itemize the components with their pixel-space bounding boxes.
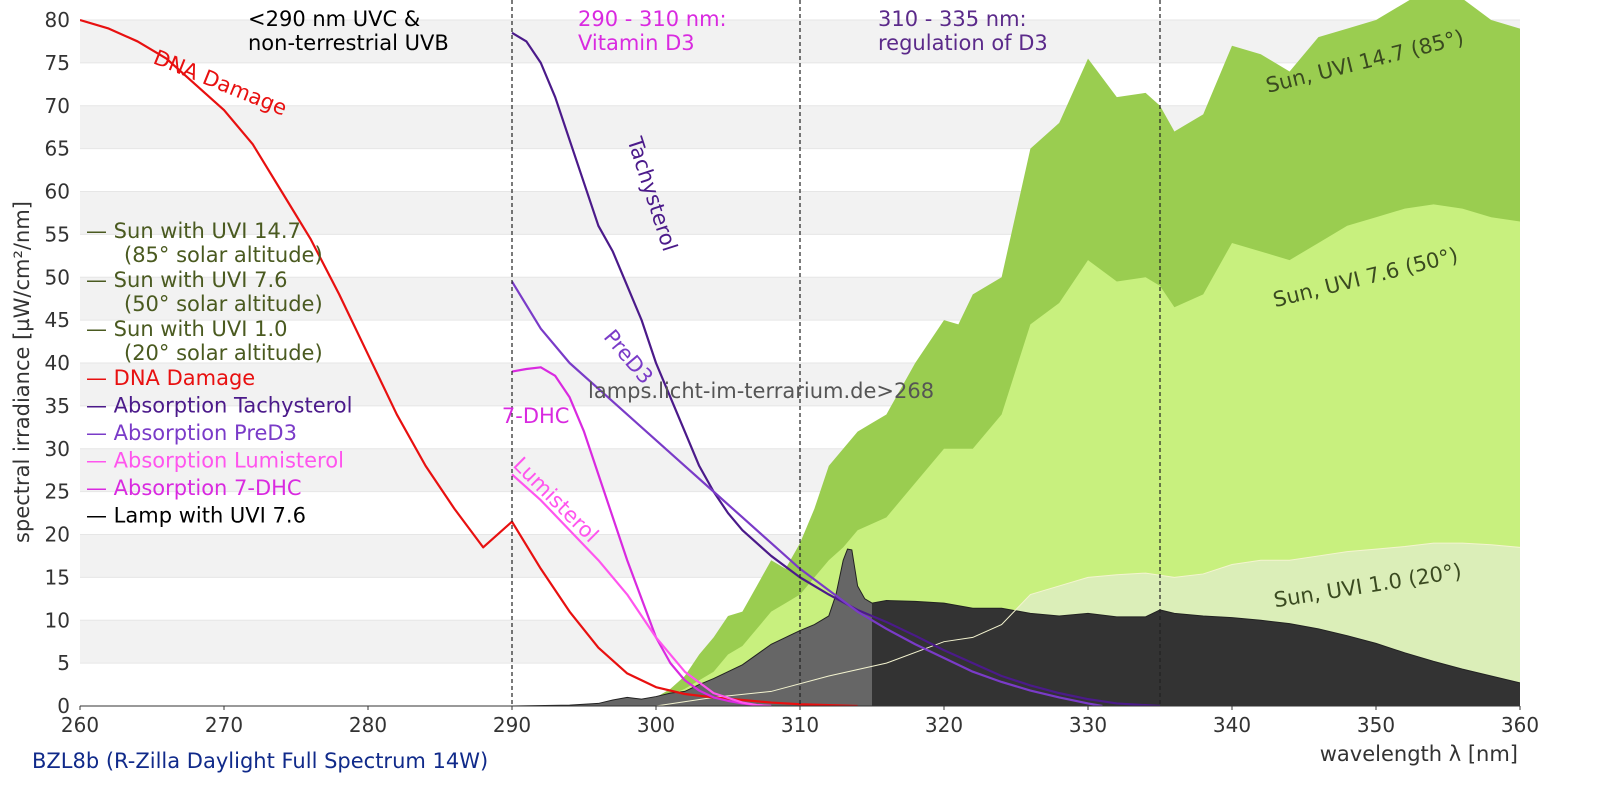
area-series: [511, 0, 1520, 706]
x-tick-label-260: 260: [61, 713, 99, 737]
y-tick-label-75: 75: [45, 51, 70, 75]
y-tick-label-5: 5: [57, 651, 70, 675]
absorption-pred3-line: [511, 280, 1103, 706]
legend-subitem-85-solar-altitude: (85° solar altitude): [124, 243, 323, 267]
y-tick-label-55: 55: [45, 222, 70, 246]
y-tick-label-15: 15: [45, 565, 70, 589]
chart-caption: BZL8b (R-Zilla Daylight Full Spectrum 14…: [32, 749, 488, 773]
y-tick-label-80: 80: [45, 8, 70, 32]
y-tick-label-50: 50: [45, 265, 70, 289]
legend-subitem-50-solar-altitude: (50° solar altitude): [124, 292, 323, 316]
lamp-with-uvi-7-6-area: [872, 600, 1520, 706]
x-tick-label-300: 300: [637, 713, 675, 737]
region-annotation-3-line-1: 310 - 335 nm:: [878, 7, 1027, 31]
x-tick-label-340: 340: [1213, 713, 1251, 737]
region-annotation-2-line-1: 290 - 310 nm:: [578, 7, 727, 31]
legend-item-sun-with-uvi-7-6: — Sun with UVI 7.6: [86, 268, 288, 292]
x-tick-label-290: 290: [493, 713, 531, 737]
region-annotation-1-line-1: <290 nm UVC &: [248, 7, 420, 31]
lamp-with-uvi-7-6-outline: [511, 548, 1520, 706]
grid-band: [80, 20, 1520, 63]
y-tick-label-30: 30: [45, 437, 70, 461]
x-tick-label-360: 360: [1501, 713, 1539, 737]
legend-item-sun-with-uvi-1-0: — Sun with UVI 1.0: [86, 317, 288, 341]
y-tick-label-20: 20: [45, 523, 70, 547]
region-annotation-3-line-2: regulation of D3: [878, 31, 1048, 55]
legend: — Sun with UVI 14.7(85° solar altitude)—…: [86, 219, 352, 528]
x-tick-label-330: 330: [1069, 713, 1107, 737]
x-tick-labels: 260 270 280 290 300 310 320 330 340 350 360: [61, 706, 1539, 737]
absorption-tachysterol-line: [511, 31, 1161, 706]
legend-item-absorption-7-dhc: — Absorption 7-DHC: [86, 476, 302, 500]
region-divider-lines: [511, 0, 1161, 706]
y-tick-label-60: 60: [45, 180, 70, 204]
y-tick-label-45: 45: [45, 308, 70, 332]
legend-item-sun-with-uvi-14-7: — Sun with UVI 14.7: [86, 219, 301, 243]
x-axis-label: wavelength λ [nm]: [1320, 742, 1518, 766]
absorption-7-dhc-line: [511, 366, 772, 706]
legend-subitem-20-solar-altitude: (20° solar altitude): [124, 341, 323, 365]
x-tick-label-320: 320: [925, 713, 963, 737]
y-tick-label-70: 70: [45, 94, 70, 118]
y-tick-label-35: 35: [45, 394, 70, 418]
line-series: [80, 18, 1161, 706]
x-tick-label-310: 310: [781, 713, 819, 737]
x-tick-label-350: 350: [1357, 713, 1395, 737]
lamp-with-uvi-7-6-area-uvb: [512, 549, 872, 706]
legend-item-absorption-pred3: — Absorption PreD3: [86, 421, 297, 445]
region-annotation-1-line-2: non-terrestrial UVB: [248, 31, 449, 55]
y-axis-label: spectral irradiance [µW/cm²/nm]: [10, 201, 34, 543]
legend-item-lamp-with-uvi-7-6: — Lamp with UVI 7.6: [86, 504, 306, 528]
y-tick-label-25: 25: [45, 480, 70, 504]
y-tick-label-0: 0: [57, 694, 70, 718]
x-tick-label-280: 280: [349, 713, 387, 737]
curve-label-7-dhc: 7-DHC: [502, 404, 570, 428]
legend-item-absorption-lumisterol: — Absorption Lumisterol: [86, 449, 344, 473]
y-tick-label-40: 40: [45, 351, 70, 375]
legend-item-dna-damage: — DNA Damage: [86, 366, 255, 390]
x-tick-label-270: 270: [205, 713, 243, 737]
region-annotation-2-line-2: Vitamin D3: [578, 31, 695, 55]
legend-item-absorption-tachysterol: — Absorption Tachysterol: [86, 394, 352, 418]
absorption-lumisterol-line: [511, 473, 772, 706]
y-tick-labels: 0 5 10 15 20 25 30 35 40 45 50 55 60 65 70 75 80: [45, 8, 70, 718]
y-tick-label-65: 65: [45, 137, 70, 161]
watermark: lamps.licht-im-terrarium.de>268: [588, 379, 934, 403]
region-annotations: <290 nm UVC &non-terrestrial UVB 290 - 31…: [248, 7, 1048, 55]
y-tick-label-10: 10: [45, 608, 70, 632]
